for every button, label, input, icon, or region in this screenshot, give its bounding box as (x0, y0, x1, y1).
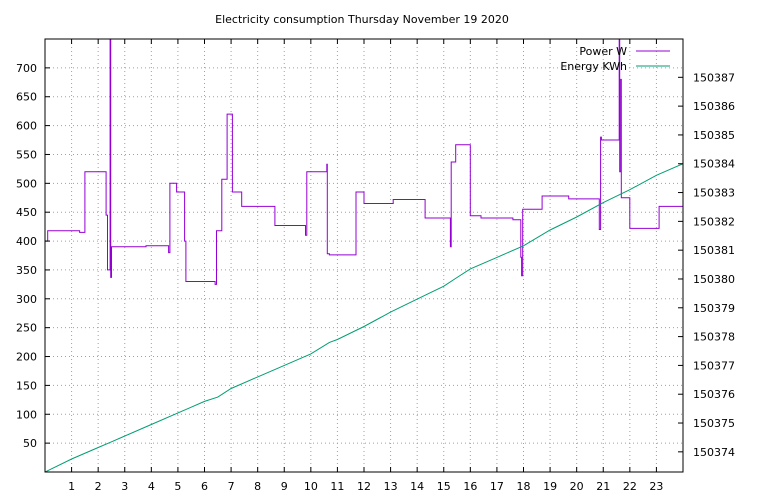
x-tick-label: 10 (304, 480, 318, 493)
x-tick-label: 18 (517, 480, 531, 493)
legend: Power W Energy KWh (560, 45, 670, 73)
x-tick-label: 16 (463, 480, 477, 493)
x-tick-label: 19 (543, 480, 557, 493)
y-tick-label: 450 (16, 206, 37, 219)
y2-tick-label: 150374 (693, 446, 735, 459)
x-tick-label: 3 (121, 480, 128, 493)
y2-tick-label: 150379 (693, 302, 735, 315)
y-tick-label: 350 (16, 264, 37, 277)
legend-label: Power W (579, 45, 627, 58)
y-tick-label: 200 (16, 351, 37, 364)
y2-tick-label: 150380 (693, 273, 735, 286)
legend-label: Energy KWh (560, 60, 627, 73)
x-tick-label: 4 (148, 480, 155, 493)
y-tick-label: 50 (23, 437, 37, 450)
x-tick-label: 1 (68, 480, 75, 493)
y-tick-label: 250 (16, 322, 37, 335)
x-tick-label: 7 (228, 480, 235, 493)
x-tick-label: 14 (410, 480, 424, 493)
y-tick-label: 150 (16, 379, 37, 392)
x-tick-label: 13 (384, 480, 398, 493)
y2-tick-label: 150384 (693, 158, 735, 171)
y-tick-label: 600 (16, 120, 37, 133)
y2-tick-label: 150381 (693, 244, 735, 257)
y2-tick-label: 150386 (693, 100, 735, 113)
x-tick-label: 8 (254, 480, 261, 493)
x-tick-label: 6 (201, 480, 208, 493)
y2-tick-label: 150383 (693, 187, 735, 200)
y-tick-label: 650 (16, 91, 37, 104)
x-tick-label: 23 (649, 480, 663, 493)
y-tick-label: 550 (16, 148, 37, 161)
series-line-0 (45, 39, 683, 285)
y2-tick-label: 150387 (693, 71, 735, 84)
x-tick-label: 15 (437, 480, 451, 493)
y2-tick-label: 150382 (693, 215, 735, 228)
y-tick-label: 500 (16, 177, 37, 190)
y2-tick-label: 150376 (693, 388, 735, 401)
y-tick-label: 100 (16, 408, 37, 421)
x-tick-label: 17 (490, 480, 504, 493)
x-tick-label: 21 (596, 480, 610, 493)
series-layer (45, 39, 683, 472)
x-tick-label: 22 (623, 480, 637, 493)
x-tick-label: 5 (174, 480, 181, 493)
x-tick-label: 2 (95, 480, 102, 493)
series-line-1 (45, 163, 683, 472)
x-tick-label: 11 (330, 480, 344, 493)
y2-tick-label: 150375 (693, 417, 735, 430)
grid (45, 39, 683, 472)
chart-title: Electricity consumption Thursday Novembe… (215, 13, 509, 26)
ticks: 1 2 3 4 5 6 7 8 9 10 11 12 13 14 15 16 17 18 19 20 21 22 23501… (16, 39, 735, 493)
x-tick-label: 9 (281, 480, 288, 493)
y2-tick-label: 150378 (693, 331, 735, 344)
x-tick-label: 20 (570, 480, 584, 493)
y-tick-label: 300 (16, 293, 37, 306)
y2-tick-label: 150377 (693, 359, 735, 372)
y2-tick-label: 150385 (693, 129, 735, 142)
y-tick-label: 400 (16, 235, 37, 248)
y-tick-label: 700 (16, 62, 37, 75)
x-tick-label: 12 (357, 480, 371, 493)
